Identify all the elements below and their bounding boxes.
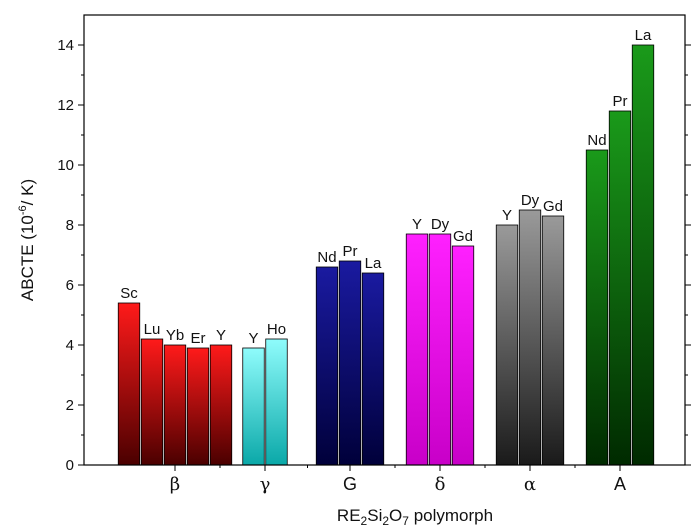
bar-A-Nd (585, 149, 609, 466)
group-label: β (170, 474, 180, 495)
bar-A-Pr (608, 110, 632, 466)
group-label: γ (260, 474, 271, 495)
bar-A-La (631, 44, 655, 466)
bar-label: Y (216, 327, 226, 344)
bar-β-Yb (163, 344, 187, 466)
bar-label: Ho (267, 321, 286, 338)
bar-G-La (361, 272, 385, 466)
bar-label: Gd (543, 198, 563, 215)
bar-label: Gd (453, 228, 473, 245)
group-label: δ (435, 474, 446, 495)
y-tick-label: 8 (66, 217, 74, 234)
bar-label: La (365, 255, 382, 272)
bar-label: Pr (613, 93, 628, 110)
bar-γ-Y (242, 347, 265, 466)
bars-layer (117, 44, 655, 466)
bar-label: Y (502, 207, 512, 224)
plot-frame (83, 14, 686, 466)
group-label: A (614, 474, 626, 494)
bar-label: Er (191, 330, 206, 347)
bar-label: Dy (521, 192, 540, 209)
y-tick-label: 4 (66, 337, 74, 354)
y-tick-label: 12 (57, 97, 74, 114)
bar-label: Pr (343, 243, 358, 260)
bar-label: Dy (431, 216, 450, 233)
bar-β-Y (209, 344, 233, 466)
bar-label: Sc (120, 285, 138, 302)
bar-label: Lu (144, 321, 161, 338)
bar-δ-Y (405, 233, 429, 466)
y-tick-label: 2 (66, 397, 74, 414)
y-tick-label: 6 (66, 277, 74, 294)
bar-δ-Dy (428, 233, 452, 466)
bar-δ-Gd (451, 245, 475, 466)
bar-β-Lu (140, 338, 164, 466)
bar-G-Nd (315, 266, 339, 466)
bar-label: Yb (166, 327, 184, 344)
y-tick-label: 10 (57, 157, 74, 174)
bar-G-Pr (338, 260, 362, 466)
y-axis-title: ABCTE (10-6/ K) (17, 179, 37, 301)
bar-label: Nd (317, 249, 336, 266)
bar-label: Y (248, 330, 258, 347)
bar-β-Er (186, 347, 210, 466)
bar-label: Y (412, 216, 422, 233)
bar-α-Y (495, 224, 519, 466)
bar-α-Gd (541, 215, 565, 466)
bar-label: Nd (587, 132, 606, 149)
y-tick-label: 0 (66, 457, 74, 474)
bar-α-Dy (518, 209, 542, 466)
group-label: G (343, 474, 357, 494)
bar-label: La (635, 27, 652, 44)
x-axis-title: RE2Si2O7 polymorph (337, 506, 493, 528)
y-tick-label: 14 (57, 37, 74, 54)
bar-β-Sc (117, 302, 141, 466)
bar-γ-Ho (265, 338, 288, 466)
group-label: α (524, 474, 536, 495)
axis-ticks (78, 44, 691, 471)
